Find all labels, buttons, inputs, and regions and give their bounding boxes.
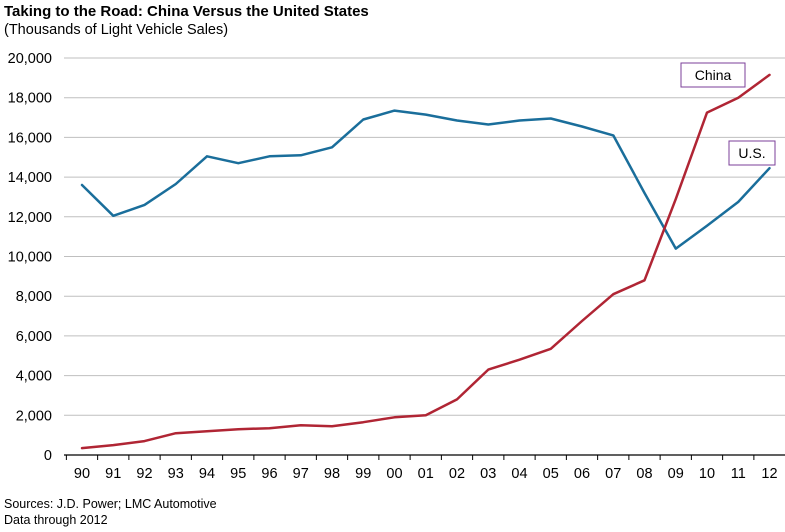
data-note: Data through 2012	[4, 513, 108, 527]
series-lines	[80, 73, 771, 450]
x-tick-label: 92	[136, 466, 152, 482]
x-tick-label: 94	[199, 466, 215, 482]
x-tick-label: 97	[293, 466, 309, 482]
y-tick-label: 10,000	[8, 250, 52, 266]
x-tick-label: 09	[668, 466, 684, 482]
x-tick-label: 90	[74, 466, 90, 482]
series-labels: U.S. China	[680, 62, 776, 166]
y-tick-label: 18,000	[8, 91, 52, 107]
y-tick-label: 6,000	[16, 329, 52, 345]
x-tick-label: 99	[355, 466, 371, 482]
x-axis: 90 91 92 93 94 95 96 97 98 99 00 01 02 03 04 05 06 07 08 09…	[64, 454, 785, 482]
x-tick-label: 02	[449, 466, 465, 482]
series-label-u-s: U.S.	[728, 140, 776, 166]
x-tick-label: 00	[386, 466, 402, 482]
svg-text:China: China	[695, 67, 732, 83]
series-line-u-s	[80, 109, 771, 250]
sources-note: Sources: J.D. Power; LMC Automotive	[4, 497, 217, 511]
y-tick-label: 8,000	[16, 289, 52, 305]
x-tick-label: 10	[699, 466, 715, 482]
x-tick-label: 08	[636, 466, 652, 482]
series-line-china	[80, 73, 771, 450]
series-label-china: China	[680, 62, 746, 88]
y-tick-label: 12,000	[8, 210, 52, 226]
gridlines	[64, 57, 785, 416]
y-tick-label: 16,000	[8, 130, 52, 146]
y-tick-label: 20,000	[8, 51, 52, 67]
x-tick-label: 93	[168, 466, 184, 482]
y-tick-label: 2,000	[16, 408, 52, 424]
y-axis-ticks: 0 2,000 4,000 6,000 8,000 10,000 12,000 14,000 1…	[8, 51, 52, 464]
y-tick-label: 0	[44, 448, 52, 464]
x-tick-label: 12	[761, 466, 777, 482]
x-tick-label: 98	[324, 466, 340, 482]
x-tick-label: 04	[511, 466, 527, 482]
x-tick-label: 07	[605, 466, 621, 482]
chart-subtitle: (Thousands of Light Vehicle Sales)	[4, 22, 229, 38]
x-tick-label: 96	[261, 466, 277, 482]
x-tick-label: 01	[418, 466, 434, 482]
y-tick-label: 4,000	[16, 369, 52, 385]
chart-title: Taking to the Road: China Versus the Uni…	[4, 3, 369, 20]
x-tick-label: 91	[105, 466, 121, 482]
x-tick-label: 06	[574, 466, 590, 482]
svg-text:U.S.: U.S.	[738, 145, 765, 161]
x-tick-label: 95	[230, 466, 246, 482]
x-tick-label: 11	[731, 466, 746, 482]
x-tick-label: 03	[480, 466, 496, 482]
y-tick-label: 14,000	[8, 170, 52, 186]
x-tick-label: 05	[543, 466, 559, 482]
